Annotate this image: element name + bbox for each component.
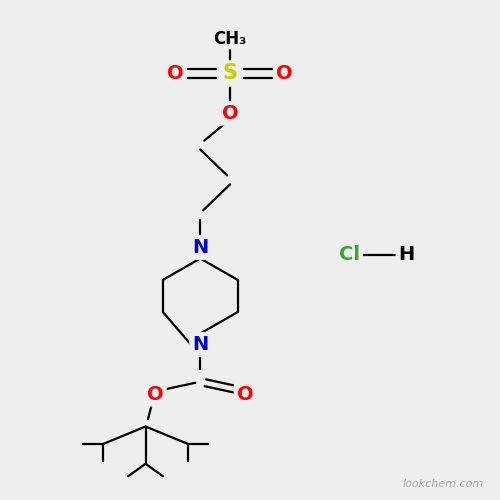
- Text: O: O: [236, 384, 254, 404]
- Text: H: H: [398, 246, 415, 264]
- Text: Cl: Cl: [339, 246, 360, 264]
- Text: N: N: [192, 335, 208, 354]
- Text: O: O: [276, 64, 293, 83]
- Text: lookchem.com: lookchem.com: [402, 478, 483, 488]
- Text: N: N: [192, 238, 208, 257]
- Text: O: O: [167, 64, 184, 83]
- Text: S: S: [222, 64, 238, 84]
- Text: O: O: [222, 104, 238, 123]
- Text: CH₃: CH₃: [214, 30, 247, 48]
- Text: O: O: [147, 384, 164, 404]
